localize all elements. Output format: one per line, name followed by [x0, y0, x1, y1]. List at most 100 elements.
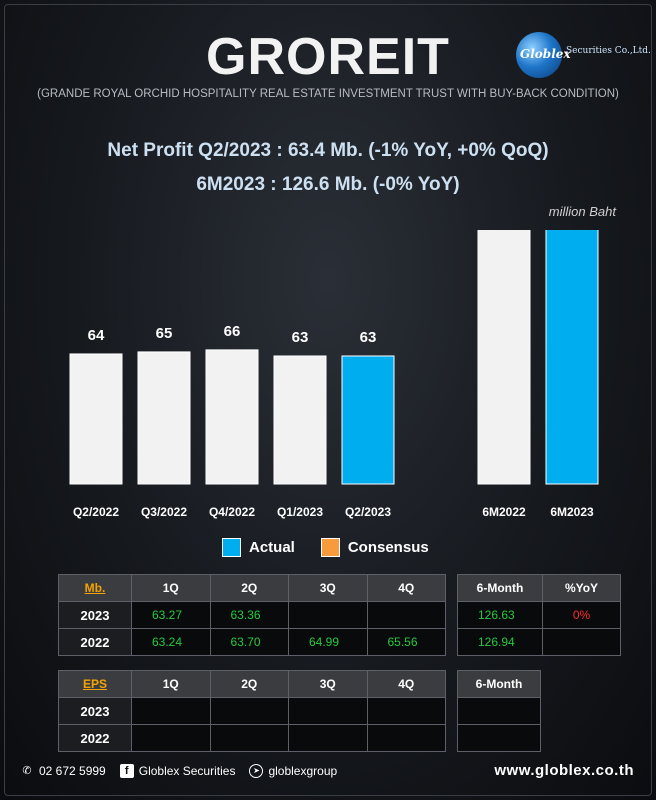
table-cell	[457, 724, 541, 752]
x-tick-label: Q2/2022	[73, 505, 119, 519]
table-header-row: EPS 1Q 2Q 3Q 4Q	[58, 670, 446, 698]
table-row: 2023 63.27 63.36	[58, 601, 446, 629]
table-header-row: 6-Month	[457, 670, 541, 698]
data-label: 66	[224, 323, 241, 340]
headline-6m: 6M2023 : 126.6 Mb. (-0% YoY)	[196, 174, 460, 195]
x-tick-label: Q1/2023	[277, 505, 323, 519]
table-cell-yoy	[542, 628, 621, 656]
row-year: 2022	[58, 724, 132, 752]
column-header: 6-Month	[457, 670, 541, 698]
table-cell	[131, 697, 211, 725]
bar-6m2022	[477, 230, 531, 485]
legend-item-consensus: Consensus	[320, 538, 429, 557]
x-tick-label: Q3/2022	[141, 505, 187, 519]
table-cell	[457, 697, 541, 725]
table-row: 2022 63.24 63.70 64.99 65.56	[58, 628, 446, 656]
bar-q2-2022	[69, 353, 123, 485]
x-tick-label: Q2/2023	[345, 505, 391, 519]
telegram-icon: ➤	[249, 764, 264, 778]
legend-label-actual: Actual	[249, 539, 295, 556]
table-row: 2022	[58, 724, 446, 752]
footer-website[interactable]: www.globlex.co.th	[494, 762, 634, 779]
column-header: 4Q	[366, 670, 446, 698]
table-cell	[366, 724, 446, 752]
unit-label: million Baht	[548, 204, 616, 219]
table-row: 126.63 0%	[457, 601, 621, 629]
table-cell	[131, 724, 211, 752]
column-header: 1Q	[131, 670, 211, 698]
table-cell	[209, 697, 289, 725]
column-header: 3Q	[288, 670, 368, 698]
footer-facebook[interactable]: Globlex Securities	[138, 764, 236, 778]
table-cell	[366, 601, 446, 629]
logo-wordmark: Globlex	[520, 47, 571, 61]
row-year: 2022	[58, 628, 132, 656]
eps-quarter-table: EPS 1Q 2Q 3Q 4Q 2023 2022	[58, 670, 446, 752]
x-tick-label: 6M2023	[550, 505, 594, 519]
table-cell	[209, 724, 289, 752]
column-header: 2Q	[209, 574, 289, 602]
profit-table-key: Mb.	[58, 574, 132, 602]
column-header: %YoY	[542, 574, 621, 602]
row-year: 2023	[58, 697, 132, 725]
table-cell: 65.56	[366, 628, 446, 656]
data-label: 63	[292, 329, 309, 346]
globlex-logo: Globlex Securities Co.,Ltd.	[516, 32, 651, 78]
column-header: 4Q	[366, 574, 446, 602]
footer-contacts: ✆ 02 672 5999 f Globlex Securities ➤ glo…	[20, 764, 351, 778]
table-header-row: 6-Month %YoY	[457, 574, 621, 602]
reit-full-name: (GRANDE ROYAL ORCHID HOSPITALITY REAL ES…	[37, 88, 619, 100]
eps-table-key: EPS	[58, 670, 132, 698]
table-cell	[288, 697, 368, 725]
footer-phone: 02 672 5999	[39, 764, 106, 778]
data-label: 64	[88, 327, 105, 344]
logo-subtitle: Securities Co.,Ltd.	[566, 46, 651, 56]
legend-swatch-consensus	[320, 538, 340, 557]
table-cell	[288, 601, 368, 629]
bar-q4-2022	[205, 349, 259, 485]
bar-q2-2023	[341, 355, 395, 485]
eps-6m-table: 6-Month	[457, 670, 541, 752]
x-tick-label: Q4/2022	[209, 505, 255, 519]
net-profit-bar-chart: 64 Q2/2022 65 Q3/2022 66 Q4/2022 63 Q1/2023 63 Q2…	[69, 230, 599, 519]
table-cell: 64.99	[288, 628, 368, 656]
table-cell: 63.70	[209, 628, 289, 656]
row-year: 2023	[58, 601, 132, 629]
profit-quarter-table: Mb. 1Q 2Q 3Q 4Q 2023 63.27 63.36 2022 63…	[58, 574, 446, 656]
column-header: 2Q	[209, 670, 289, 698]
bar-q1-2023	[273, 355, 327, 485]
chart-legend: Actual Consensus	[222, 538, 455, 557]
column-header: 1Q	[131, 574, 211, 602]
table-row: 126.94	[457, 628, 621, 656]
table-cell: 63.36	[209, 601, 289, 629]
table-cell: 126.94	[457, 628, 543, 656]
legend-label-consensus: Consensus	[347, 539, 429, 556]
table-row: 2023	[58, 697, 446, 725]
table-cell	[366, 697, 446, 725]
phone-icon: ✆	[22, 765, 32, 777]
table-cell: 126.63	[457, 601, 543, 629]
profit-6m-table: 6-Month %YoY 126.63 0% 126.94	[457, 574, 621, 656]
table-cell-yoy: 0%	[542, 601, 621, 629]
column-header: 6-Month	[457, 574, 543, 602]
legend-swatch-actual	[222, 538, 241, 557]
table-header-row: Mb. 1Q 2Q 3Q 4Q	[58, 574, 446, 602]
table-cell	[288, 724, 368, 752]
data-label: 65	[156, 325, 173, 342]
table-cell: 63.24	[131, 628, 211, 656]
globe-icon: Globlex	[516, 32, 571, 78]
footer-telegram[interactable]: globlexgroup	[268, 764, 338, 778]
data-label: 63	[360, 329, 377, 346]
column-header: 3Q	[288, 574, 368, 602]
legend-item-actual: Actual	[222, 538, 295, 557]
ticker-title: GROREIT	[206, 28, 450, 86]
card-frame	[4, 4, 652, 796]
facebook-icon: f	[119, 764, 134, 778]
table-cell: 63.27	[131, 601, 211, 629]
bar-6m2023	[545, 230, 599, 485]
headline-net-profit: Net Profit Q2/2023 : 63.4 Mb. (-1% YoY, …	[107, 140, 549, 161]
bar-q3-2022	[137, 351, 191, 485]
table-row	[457, 697, 541, 725]
x-tick-label: 6M2022	[482, 505, 526, 519]
table-row	[457, 724, 541, 752]
